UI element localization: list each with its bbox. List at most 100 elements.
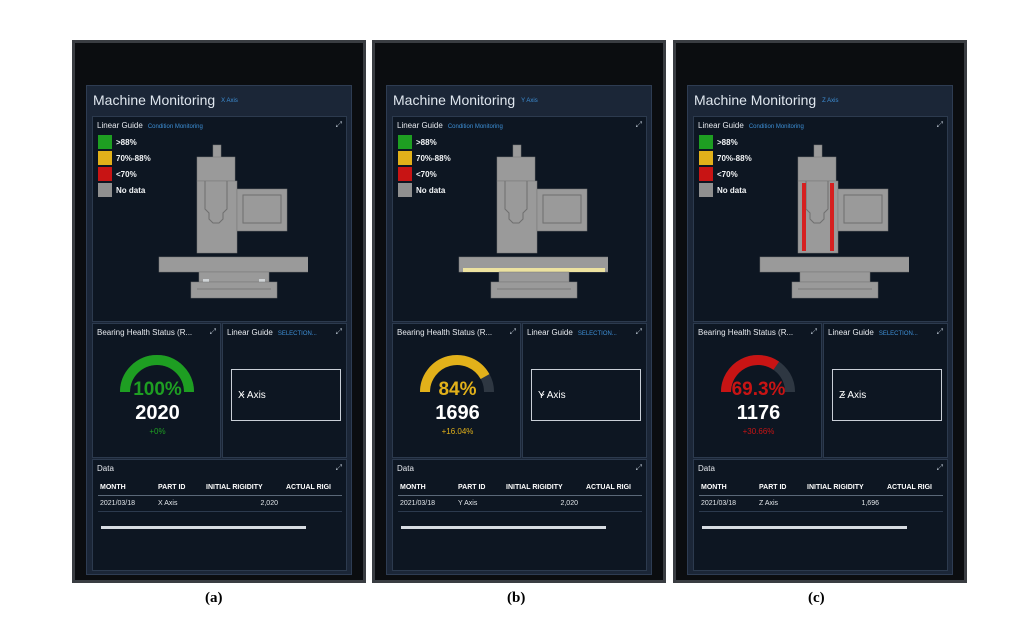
legend-swatch xyxy=(98,183,112,197)
machine-diagram xyxy=(158,144,308,299)
column-head xyxy=(797,156,837,182)
y-guide-rail xyxy=(463,268,605,272)
machine-monitoring-panel: Machine Monitoring Y Axis Linear Guide Con… xyxy=(386,85,652,575)
z-guide-rail xyxy=(802,183,806,251)
card-title: Data xyxy=(698,464,715,473)
expand-icon[interactable]: ⤢ xyxy=(335,120,342,129)
linear-guide-card: Linear Guide Condition Monitoring ⤢ >88% 7… xyxy=(392,116,647,322)
machine-monitoring-panel: Machine Monitoring X Axis Linear Guide Con… xyxy=(86,85,352,575)
legend: >88% 70%-88% <70% No data xyxy=(398,134,451,198)
expand-icon[interactable]: ⤢ xyxy=(635,463,642,472)
gauge-fill xyxy=(420,355,490,393)
expand-icon[interactable]: ⤢ xyxy=(209,327,216,336)
bearing-delta: +0% xyxy=(149,427,166,436)
card-subtitle: Condition Monitoring xyxy=(447,124,503,130)
column-header[interactable]: MONTH xyxy=(98,480,156,496)
data-table: MONTH PART ID INITIAL RIGIDITY ACTUAL RIGI … xyxy=(699,480,943,512)
axis-select[interactable]: Z Axis ⌄ xyxy=(832,369,942,421)
expand-icon[interactable]: ⤢ xyxy=(635,327,642,336)
figure-caption: (b) xyxy=(507,590,526,606)
axis-label: Y Axis xyxy=(521,98,538,105)
expand-icon[interactable]: ⤢ xyxy=(335,463,342,472)
card-title: Linear Guide SELECTION... xyxy=(227,328,317,337)
horizontal-scrollbar[interactable] xyxy=(401,526,606,529)
legend-item: <70% xyxy=(699,166,752,182)
card-title: Linear Guide SELECTION... xyxy=(527,328,617,337)
table-cell: 2021/03/18 xyxy=(398,495,456,512)
legend-item: 70%-88% xyxy=(699,150,752,166)
expand-icon[interactable]: ⤢ xyxy=(936,463,943,472)
card-subtitle: SELECTION... xyxy=(277,331,317,337)
machine-diagram xyxy=(759,144,909,299)
legend-label: No data xyxy=(116,185,146,195)
legend-swatch xyxy=(699,135,713,149)
column-header[interactable]: ACTUAL RIGI xyxy=(284,480,342,496)
horizontal-scrollbar[interactable] xyxy=(702,526,907,529)
table-row[interactable]: 2021/03/18 X Axis 2,020 xyxy=(98,495,342,512)
bearing-health-card: Bearing Health Status (R... ⤢ 84% 1696 +… xyxy=(392,323,521,458)
column-head xyxy=(496,156,536,182)
card-title: Linear Guide Condition Monitoring xyxy=(698,121,804,130)
spindle-outline xyxy=(204,181,228,224)
table-header: MONTH PART ID INITIAL RIGIDITY ACTUAL RIGI xyxy=(98,480,342,496)
table-cell: 2021/03/18 xyxy=(699,495,757,512)
base xyxy=(490,281,578,299)
column-header[interactable]: INITIAL RIGIDITY xyxy=(204,480,284,496)
card-subtitle: SELECTION... xyxy=(878,331,918,337)
column-header[interactable]: MONTH xyxy=(398,480,456,496)
legend-item: <70% xyxy=(98,166,151,182)
legend-swatch xyxy=(398,135,412,149)
column-header[interactable]: PART ID xyxy=(456,480,504,496)
saddle xyxy=(799,271,871,283)
column-header[interactable]: INITIAL RIGIDITY xyxy=(504,480,584,496)
gauge-fill xyxy=(120,355,194,393)
column-header[interactable]: PART ID xyxy=(757,480,805,496)
column xyxy=(196,180,238,254)
x-guide-rail xyxy=(203,279,209,283)
table xyxy=(759,256,909,273)
axis-select[interactable]: X Axis ⌄ xyxy=(231,369,341,421)
expand-icon[interactable]: ⤢ xyxy=(936,120,943,129)
legend-label: <70% xyxy=(717,169,738,179)
table-cell: 2021/03/18 xyxy=(98,495,156,512)
expand-icon[interactable]: ⤢ xyxy=(335,327,342,336)
bearing-delta: +16.04% xyxy=(441,427,474,436)
base xyxy=(791,281,879,299)
x-guide-rail xyxy=(259,279,265,283)
column-header[interactable]: PART ID xyxy=(156,480,204,496)
data-table: MONTH PART ID INITIAL RIGIDITY ACTUAL RIGI … xyxy=(98,480,342,512)
horizontal-scrollbar[interactable] xyxy=(101,526,306,529)
expand-icon[interactable]: ⤢ xyxy=(635,120,642,129)
legend-item: >88% xyxy=(98,134,151,150)
table-cell: Z Axis xyxy=(757,495,805,512)
column-header[interactable]: MONTH xyxy=(699,480,757,496)
table-cell xyxy=(885,495,943,512)
data-table: MONTH PART ID INITIAL RIGIDITY ACTUAL RIGI … xyxy=(398,480,642,512)
expand-icon[interactable]: ⤢ xyxy=(936,327,943,336)
legend-swatch xyxy=(699,167,713,181)
figure-caption: (a) xyxy=(205,590,223,606)
expand-icon[interactable]: ⤢ xyxy=(509,327,516,336)
legend-label: <70% xyxy=(116,169,137,179)
column-header[interactable]: ACTUAL RIGI xyxy=(885,480,943,496)
column-header[interactable]: INITIAL RIGIDITY xyxy=(805,480,885,496)
machine-monitoring-panel: Machine Monitoring Z Axis Linear Guide Con… xyxy=(687,85,953,575)
legend-swatch xyxy=(98,167,112,181)
control-screen xyxy=(843,194,883,224)
page-title: Machine Monitoring X Axis xyxy=(93,92,238,108)
chevron-down-icon: ⌄ xyxy=(238,388,247,399)
table-cell xyxy=(584,495,642,512)
column-head xyxy=(196,156,236,182)
table xyxy=(158,256,308,273)
axis-select[interactable]: Y Axis ⌄ xyxy=(531,369,641,421)
legend-item: >88% xyxy=(398,134,451,150)
base xyxy=(190,281,278,299)
table-row[interactable]: 2021/03/18 Z Axis 1,696 xyxy=(699,495,943,512)
column-header[interactable]: ACTUAL RIGI xyxy=(584,480,642,496)
expand-icon[interactable]: ⤢ xyxy=(810,327,817,336)
table-row[interactable]: 2021/03/18 Y Axis 2,020 xyxy=(398,495,642,512)
control-screen xyxy=(542,194,582,224)
legend: >88% 70%-88% <70% No data xyxy=(699,134,752,198)
phone-screen: Machine Monitoring X Axis Linear Guide Con… xyxy=(72,40,366,583)
spindle-outline xyxy=(504,181,528,224)
